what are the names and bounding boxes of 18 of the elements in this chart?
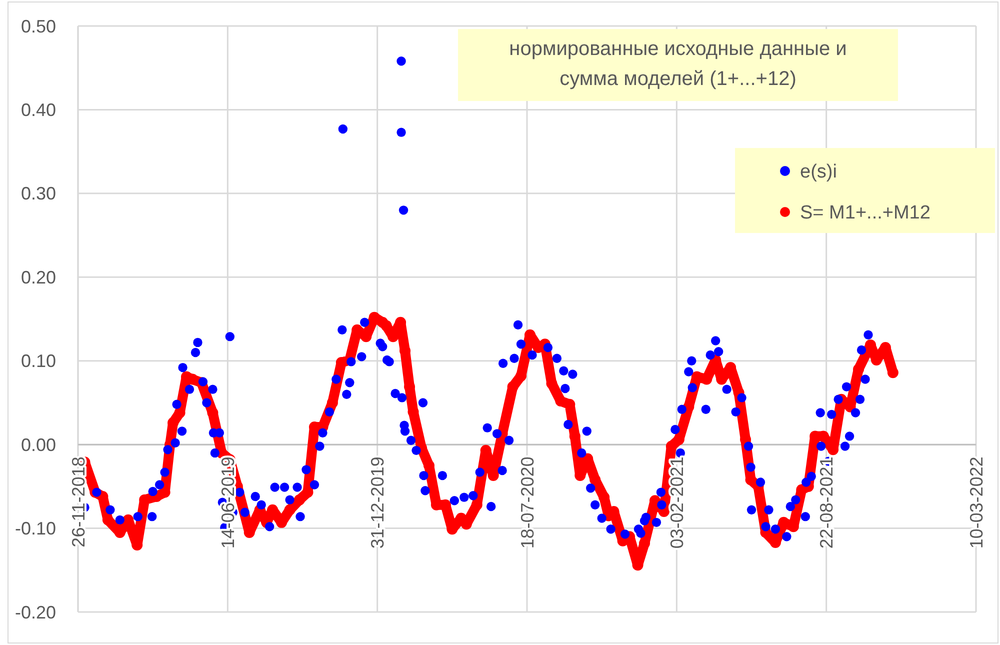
- y-tick-label: 0.40: [20, 100, 56, 120]
- x-tick-label: 26-11-2018: [68, 456, 88, 548]
- x-tick-label: 31-12-2019: [368, 456, 388, 549]
- legend-label: S= M1+...+M12: [800, 202, 930, 224]
- x-tick-label: 18-07-2020: [517, 456, 538, 549]
- x-tick-label: 22-08-2021: [816, 456, 837, 549]
- y-tick-label: -0.20: [14, 602, 56, 622]
- y-tick-label: 0.30: [20, 184, 56, 204]
- y-tick-label: -0.10: [14, 518, 56, 539]
- x-tick-label: 10-03-2022: [966, 456, 986, 549]
- title-box: нормированные исходные данные и сумма моделей (1+...+12): [458, 29, 898, 101]
- y-tick-label: 0.20: [20, 267, 56, 288]
- x-tick-label: 03-02-2021: [666, 456, 687, 549]
- x-tick-label: 14-06-2019: [218, 456, 238, 549]
- y-tick-label: 0.10: [20, 351, 56, 372]
- y-tick-label: 0.00: [20, 434, 56, 455]
- y-tick-label: 0.50: [20, 16, 56, 36]
- legend-label: e(s)i: [800, 162, 837, 183]
